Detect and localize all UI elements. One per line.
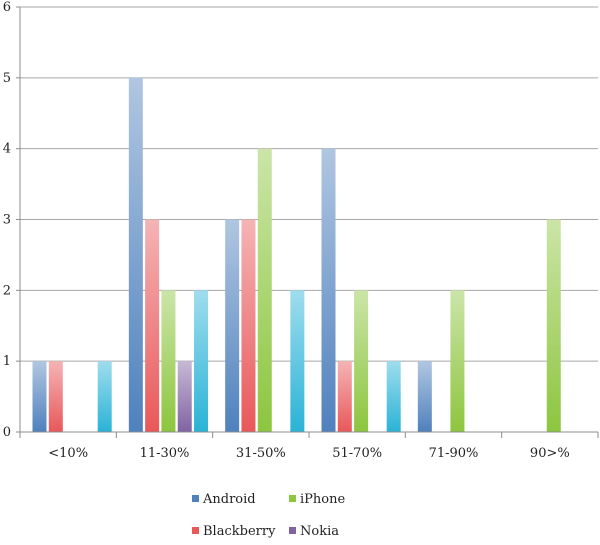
legend-swatch-iphone bbox=[289, 495, 296, 502]
y-tick-label: 3 bbox=[3, 213, 11, 228]
bar-blackberry-1 bbox=[145, 219, 160, 432]
bar-blackberry-0 bbox=[48, 361, 63, 432]
legend-swatch-blackberry bbox=[192, 527, 199, 534]
legend-label-iphone: iPhone bbox=[300, 492, 345, 507]
y-tick-label: 1 bbox=[3, 354, 11, 369]
legend-swatch-android bbox=[192, 495, 199, 502]
legend: Android iPhone Blackberry Nokia bbox=[192, 492, 345, 539]
bar-android-0 bbox=[32, 361, 47, 432]
bar-series-5-1 bbox=[194, 290, 209, 432]
bar-series-5-2 bbox=[290, 290, 305, 432]
x-tick-label: 31-50% bbox=[236, 446, 286, 461]
bar-iphone-4 bbox=[450, 290, 465, 432]
gridlines bbox=[20, 6, 598, 433]
bar-blackberry-2 bbox=[241, 219, 256, 432]
bar-android-3 bbox=[321, 148, 336, 432]
bar-series-5-0 bbox=[97, 361, 112, 432]
bars bbox=[32, 77, 561, 432]
bar-iphone-3 bbox=[354, 290, 369, 432]
bar-series-5-3 bbox=[386, 361, 401, 432]
bar-nokia-1 bbox=[177, 361, 192, 432]
y-tick-label: 4 bbox=[3, 142, 11, 157]
x-tick-label: 11-30% bbox=[140, 446, 190, 461]
legend-swatch-nokia bbox=[289, 527, 296, 534]
bar-iphone-1 bbox=[161, 290, 176, 432]
bar-iphone-5 bbox=[546, 219, 561, 432]
y-tick-label: 6 bbox=[3, 0, 11, 15]
y-tick-label: 5 bbox=[3, 71, 11, 86]
legend-label-nokia: Nokia bbox=[300, 524, 339, 539]
bar-iphone-2 bbox=[257, 148, 272, 432]
bar-android-4 bbox=[417, 361, 432, 432]
bar-android-2 bbox=[225, 219, 240, 432]
x-tick-label: <10% bbox=[48, 446, 88, 461]
y-tick-label: 0 bbox=[3, 425, 11, 440]
axes bbox=[16, 6, 599, 438]
y-tick-labels: 0 1 2 3 4 5 6 bbox=[3, 0, 11, 440]
legend-label-android: Android bbox=[202, 492, 256, 507]
legend-label-blackberry: Blackberry bbox=[203, 524, 276, 539]
bar-blackberry-3 bbox=[337, 361, 352, 432]
x-tick-labels: <10% 11-30% 31-50% 51-70% 71-90% 90>% bbox=[48, 446, 569, 461]
x-tick-label: 71-90% bbox=[429, 446, 479, 461]
y-tick-label: 2 bbox=[3, 283, 11, 298]
bar-android-1 bbox=[128, 77, 143, 432]
x-tick-label: 51-70% bbox=[332, 446, 382, 461]
x-tick-label: 90>% bbox=[530, 446, 570, 461]
